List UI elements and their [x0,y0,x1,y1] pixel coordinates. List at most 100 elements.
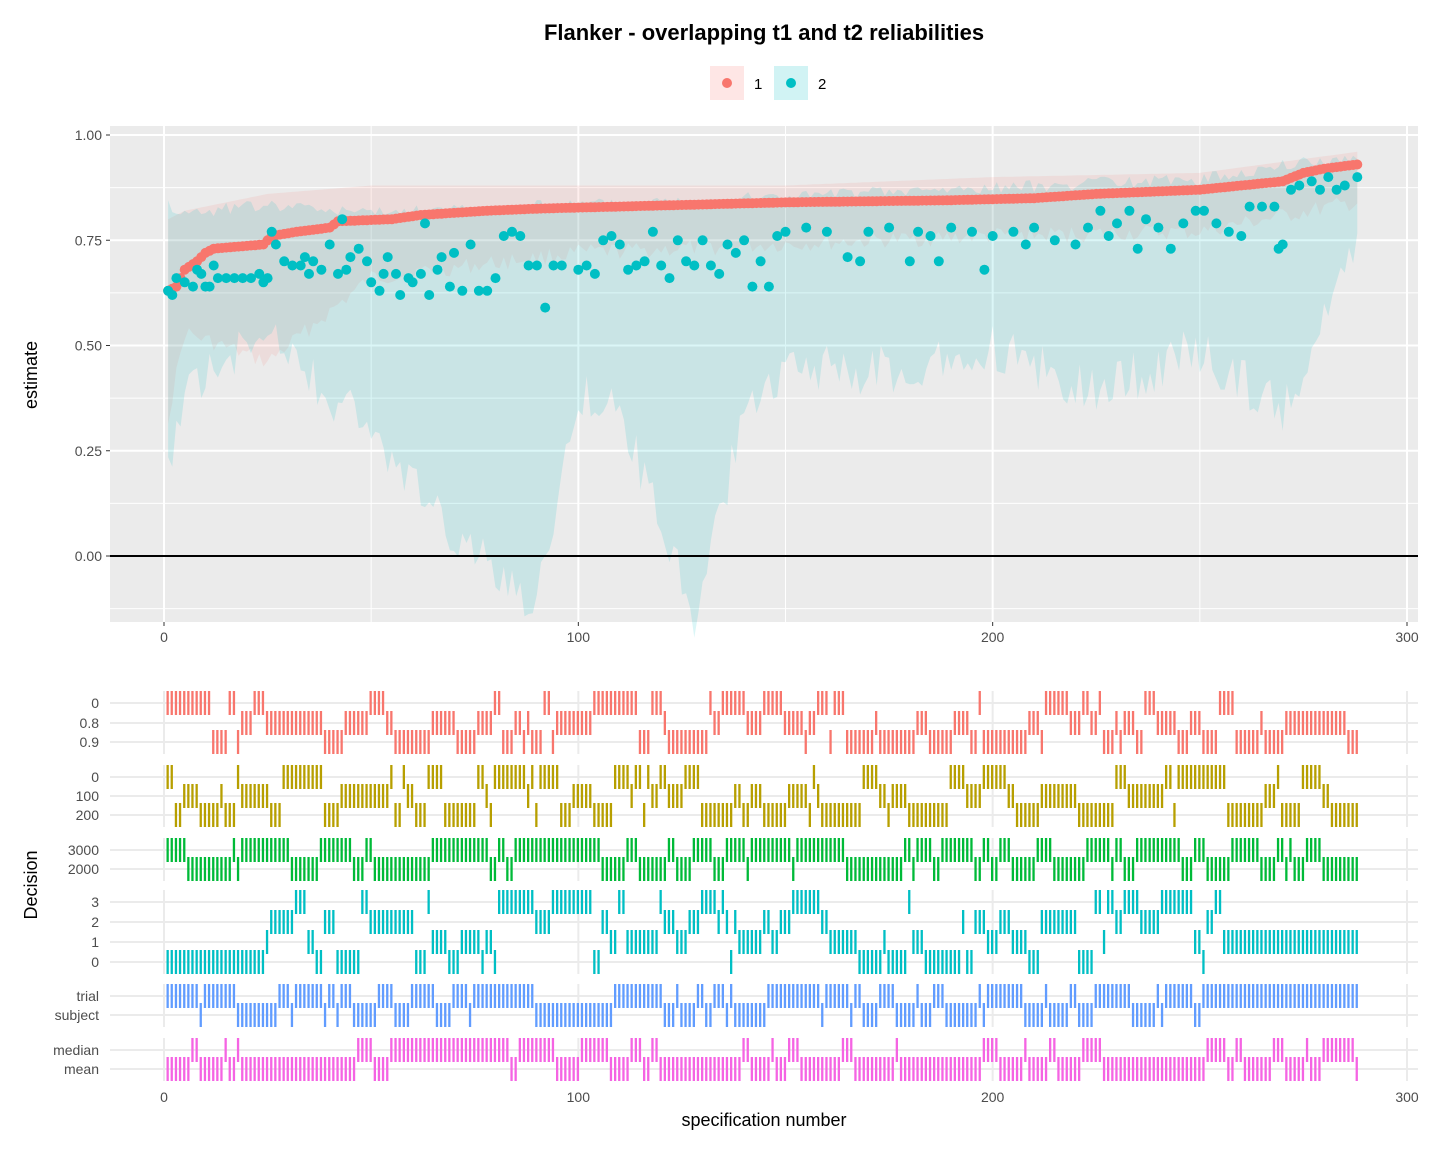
decision-bar [307,930,310,954]
decision-bar [858,730,861,754]
decision-bar [357,857,360,881]
decision-bar [473,930,476,954]
decision-bar [232,950,236,974]
decision-bar [410,910,414,934]
decision-bar [788,784,791,808]
decision-bar [203,984,207,1008]
decision-bar [402,910,405,934]
decision-bar [1049,1003,1052,1027]
decision-bar [1272,857,1276,881]
decision-bar [945,950,948,974]
decision-bar [572,838,575,862]
decision-bar [415,857,418,881]
decision-bar [518,765,521,789]
series-2-point [382,252,393,263]
decision-bar [485,838,488,862]
decision-bar [365,1038,368,1062]
series-2-point [589,268,600,279]
decision-bar [1136,784,1139,808]
decision-bar [601,803,604,827]
decision-bar [676,784,679,808]
decision-bar [750,784,753,808]
decision-bar [261,1003,265,1027]
decision-level-label: median [53,1042,99,1058]
decision-bar [895,784,898,808]
decision-bar [419,984,422,1008]
decision-bar [883,730,886,754]
decision-bar [439,765,443,789]
decision-bar [1156,711,1159,735]
decision-bar [406,730,410,754]
decision-bar [485,984,488,1008]
decision-bar [224,950,227,974]
decision-bar [1351,984,1354,1008]
decision-bar [564,890,567,914]
decision-bar [1227,984,1230,1008]
decision-bar [419,730,422,754]
series-2-point [730,247,741,258]
decision-bar [916,984,919,1008]
legend-label-2: 2 [818,76,826,93]
decision-bar [1243,730,1247,754]
decision-bar [833,1057,836,1081]
decision-bar [626,930,629,954]
decision-bar [1243,1057,1247,1081]
decision-bar [701,890,704,914]
decision-bar [908,1057,911,1081]
decision-bar [759,1057,762,1081]
decision-bar [817,984,820,1008]
decision-bar [1177,838,1180,862]
decision-bar [829,1057,832,1081]
decision-bar [527,984,530,1008]
decision-bar [580,838,584,862]
decision-bar [638,984,642,1008]
decision-bar [982,765,985,789]
decision-bar [556,838,559,862]
decision-bar [705,1003,708,1027]
decision-bar [278,984,281,1008]
series-2-point [208,260,219,271]
decision-bar [456,1038,459,1062]
decision-bar [817,784,820,808]
series-2-point [432,264,443,275]
decision-bar [941,803,944,827]
decision-bar [236,857,240,881]
decision-bar [721,984,724,1008]
decision-bar [299,711,302,735]
decision-bar [920,711,923,735]
decision-bar [560,838,563,862]
series-2-point [324,239,335,250]
decision-bar [373,1003,376,1027]
decision-bar [659,1057,662,1081]
decision-bar [804,984,807,1008]
decision-bar [651,784,654,808]
decision-bar [178,1057,182,1081]
decision-bar [1268,730,1271,754]
decision-bar [1160,711,1164,735]
decision-bar [730,803,733,827]
legend-point-2 [786,78,796,88]
decision-bar [920,1057,923,1081]
decision-bar [427,890,430,914]
decision-bar [928,838,932,862]
decision-bar [941,1057,944,1081]
decision-bar [278,838,281,862]
decision-bar [924,838,927,862]
decision-bar [166,691,169,715]
decision-bar [431,765,434,789]
decision-bar [933,730,936,754]
decision-bar [634,765,637,789]
decision-bar [854,730,857,754]
decision-bar [858,984,861,1008]
decision-bar [808,711,811,735]
decision-bar [278,803,281,827]
decision-bar [734,1003,737,1027]
decision-bar [245,838,248,862]
decision-bar [730,1057,733,1081]
decision-bar [286,838,289,862]
decision-bar [365,711,368,735]
decision-bar [841,691,845,715]
decision-bar [303,711,306,735]
decision-bar [514,765,517,789]
decision-bar [1310,765,1313,789]
